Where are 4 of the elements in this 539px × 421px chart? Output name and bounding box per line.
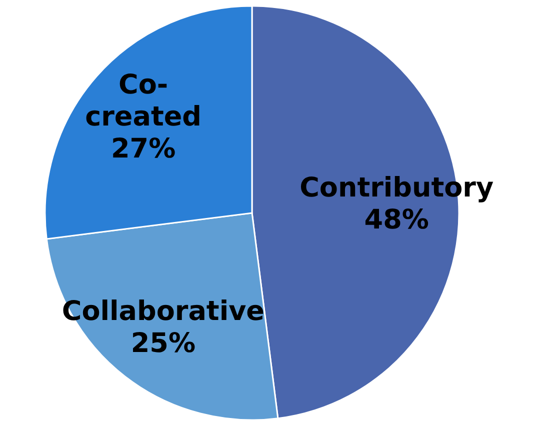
data-label: 27%	[110, 134, 176, 165]
data-label: 48%	[364, 204, 429, 236]
data-label: 25%	[130, 328, 196, 359]
slice-label: Co-created	[85, 70, 202, 133]
